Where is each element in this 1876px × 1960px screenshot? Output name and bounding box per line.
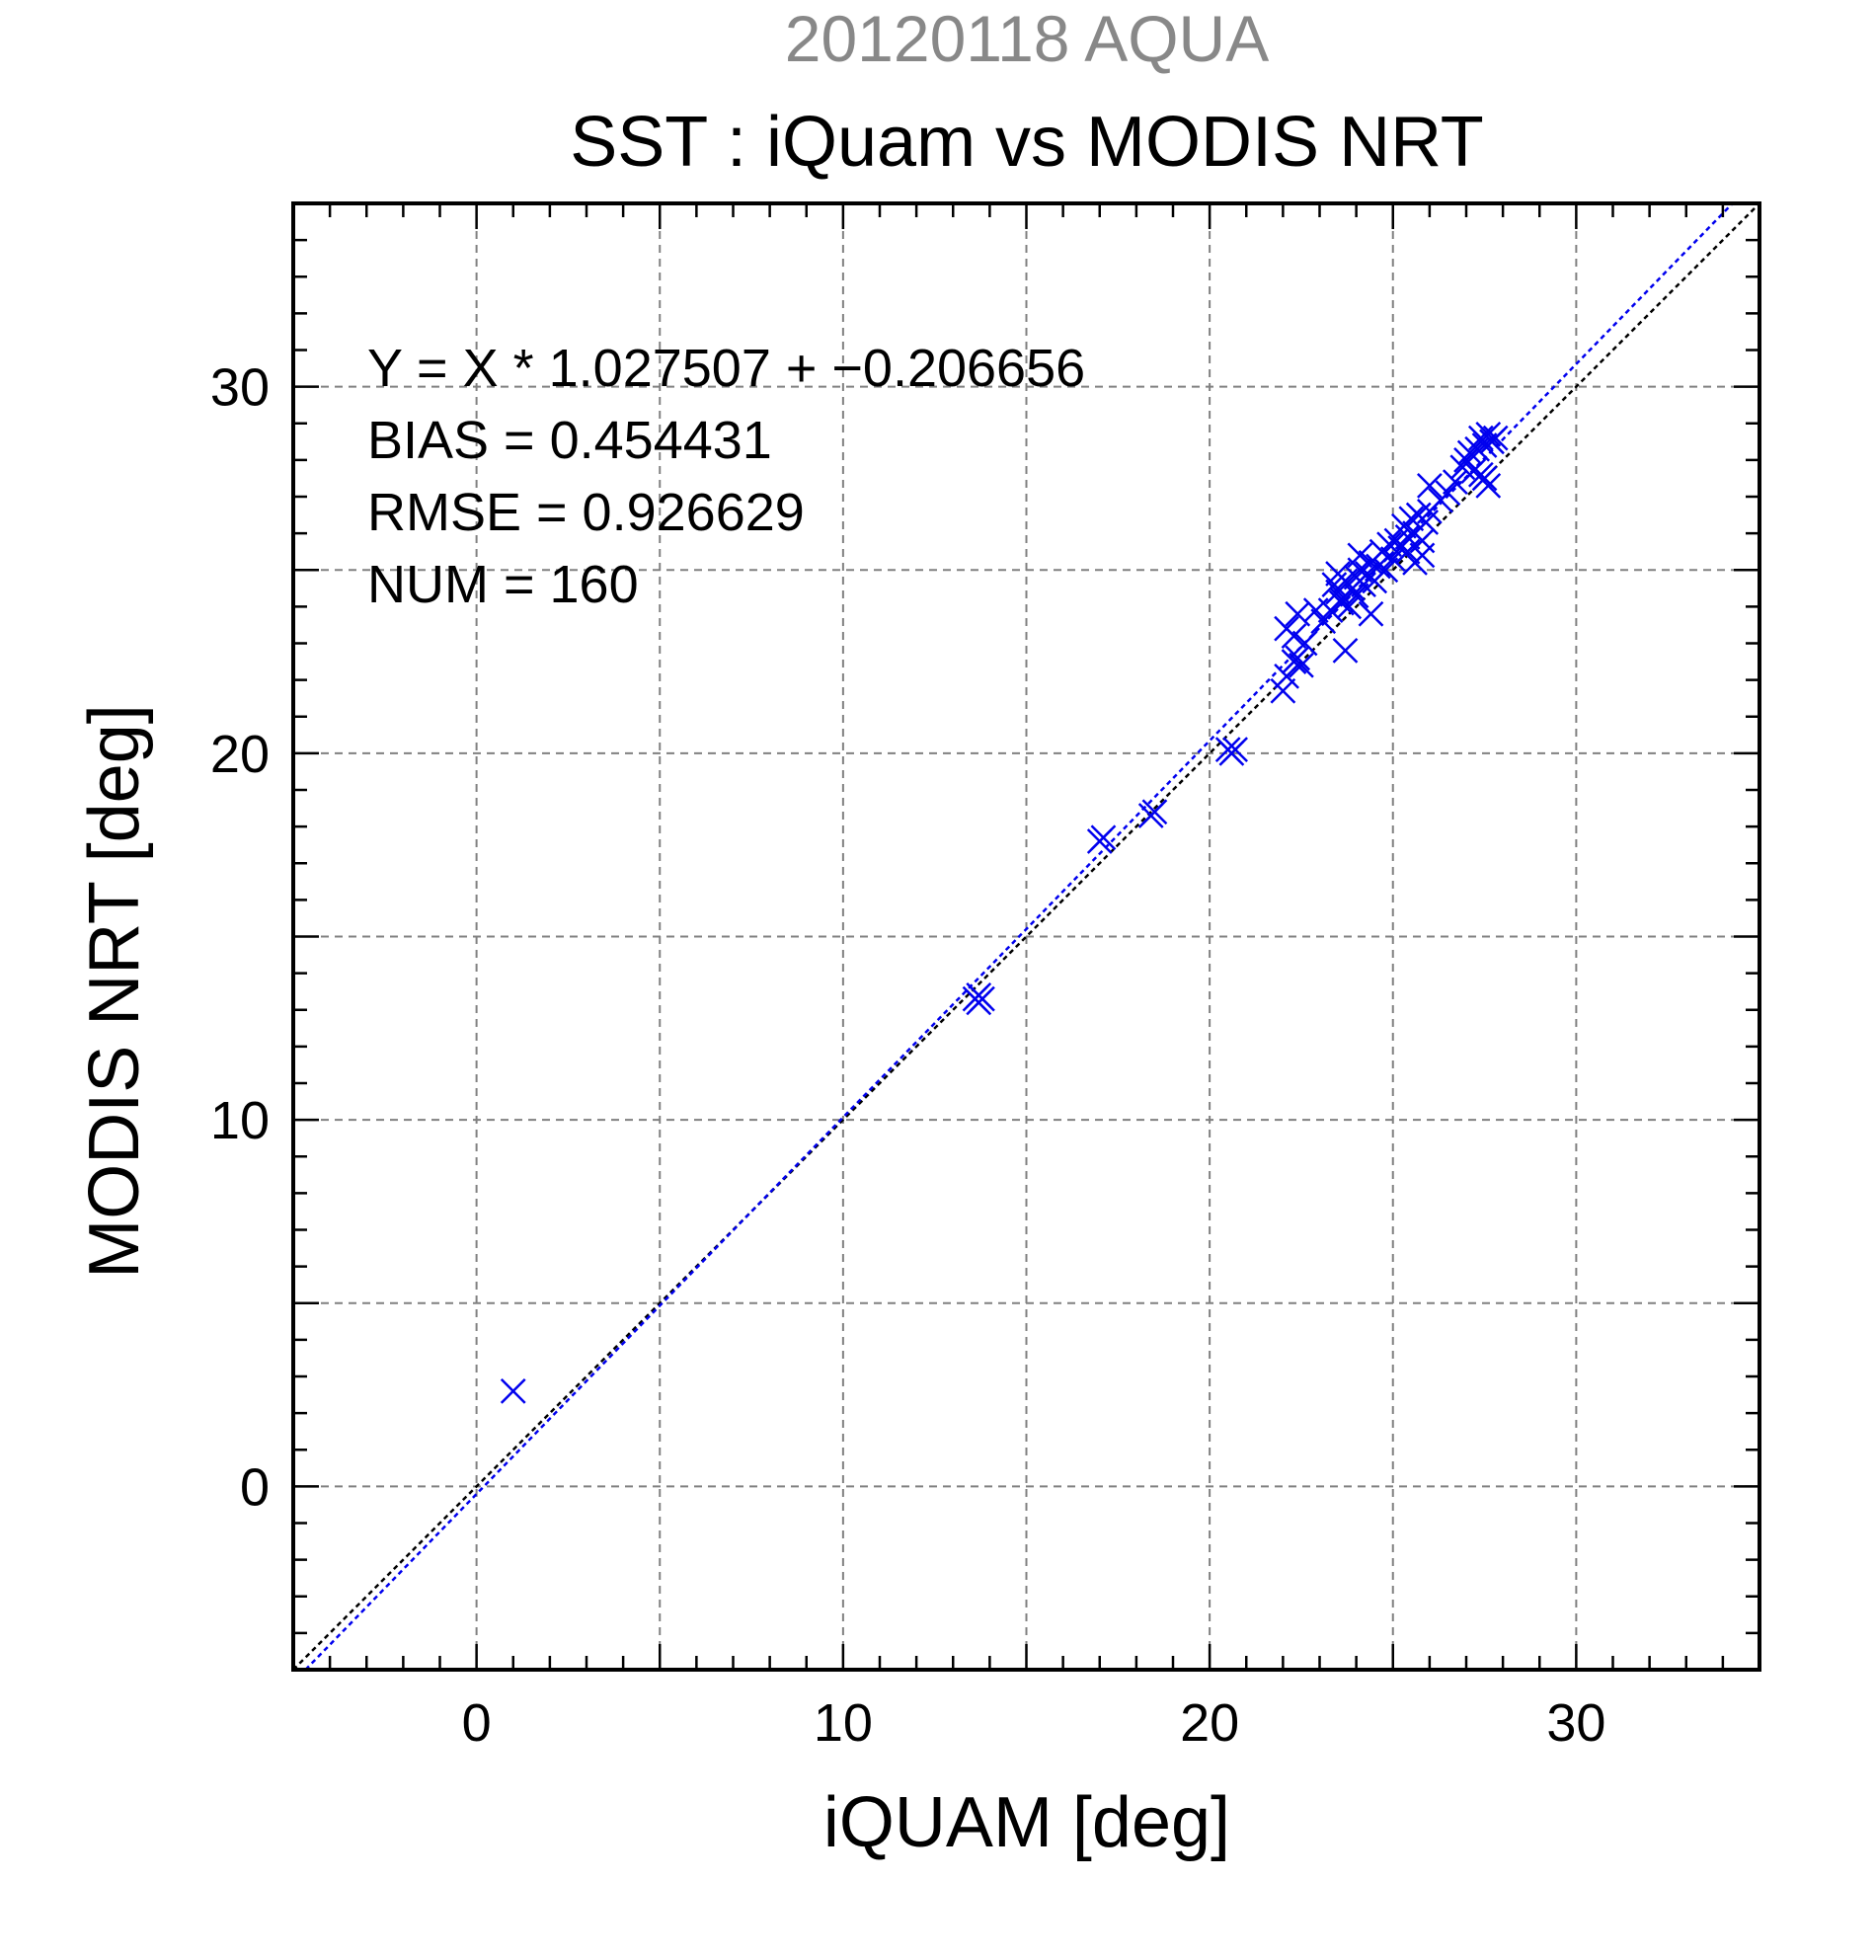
x-tick-label: 20 (1180, 1693, 1239, 1753)
data-point (1090, 824, 1117, 851)
x-tick-label: 10 (814, 1693, 873, 1753)
identity-line (292, 202, 1760, 1671)
data-point-stroke (1285, 645, 1311, 671)
data-point-stroke (1366, 553, 1391, 580)
y-tick-label: 20 (210, 725, 270, 784)
data-point (1343, 583, 1369, 609)
data-point (1285, 645, 1311, 671)
data-point-stroke (1467, 461, 1494, 488)
data-point (1435, 480, 1461, 507)
data-point (1222, 737, 1248, 763)
data-point (1398, 506, 1425, 532)
data-point-stroke (1449, 454, 1476, 481)
data-point-stroke (1274, 664, 1299, 689)
y-tick-label: 30 (210, 358, 270, 418)
num-text: NUM = 160 (367, 555, 639, 614)
y-tick-label: 10 (210, 1091, 270, 1150)
data-point-stroke (1376, 531, 1402, 558)
data-point (1409, 542, 1436, 569)
bias-text: BIAS = 0.454431 (367, 411, 772, 470)
data-point-stroke (1460, 458, 1487, 484)
data-point-stroke (1379, 546, 1406, 572)
data-point-stroke (1435, 480, 1461, 507)
data-point-stroke (1090, 824, 1117, 851)
annotations: Y = X * 1.027507 + −0.206656 BIAS = 0.454… (367, 339, 1085, 614)
data-point-stroke (966, 989, 992, 1016)
data-point (1347, 542, 1373, 569)
data-point-stroke (1475, 422, 1502, 447)
data-point (1366, 553, 1391, 580)
rmse-text: RMSE = 0.926629 (367, 483, 805, 542)
data-point-stroke (1289, 652, 1314, 678)
grid (293, 203, 1759, 1670)
data-point (1467, 461, 1494, 488)
data-point (500, 1377, 526, 1404)
data-point (1328, 589, 1355, 616)
data-point-stroke (1482, 425, 1509, 451)
data-point-stroke (1336, 593, 1363, 620)
data-point-stroke (1285, 600, 1311, 627)
data-point-stroke (1328, 589, 1355, 616)
data-point-stroke (1343, 583, 1369, 609)
data-point (1394, 538, 1421, 565)
data-point-stroke (1222, 737, 1248, 763)
data-point-stroke (1394, 538, 1421, 565)
data-point (1475, 472, 1502, 499)
x-tick-label: 30 (1546, 1693, 1605, 1753)
data-point (1274, 664, 1299, 689)
data-point-stroke (1291, 630, 1318, 657)
reference-lines (292, 202, 1760, 1671)
data-point (966, 989, 992, 1016)
axis-ticks: 0 10 20 30 0 10 20 30 (210, 201, 1761, 1753)
data-point-stroke (1347, 542, 1373, 569)
data-point-stroke (1416, 472, 1443, 499)
data-point (1482, 425, 1509, 451)
chart-supertitle: 20120118 AQUA (785, 2, 1270, 75)
data-point (1416, 472, 1443, 499)
y-tick-label: 0 (240, 1457, 270, 1517)
data-point (1285, 600, 1311, 627)
data-point-stroke (1475, 472, 1502, 499)
data-point (1332, 638, 1359, 664)
data-point (1141, 799, 1168, 825)
data-point-stroke (1281, 623, 1307, 649)
data-point (1291, 630, 1318, 657)
data-point (1270, 677, 1296, 704)
data-point (1409, 527, 1436, 554)
data-point (1358, 600, 1384, 627)
fit-equation-text: Y = X * 1.027507 + −0.206656 (367, 339, 1085, 398)
data-point-stroke (1270, 677, 1296, 704)
data-points (500, 422, 1509, 1404)
data-point (1281, 623, 1307, 649)
y-axis-label: MODIS NRT [deg] (75, 704, 154, 1279)
data-point-stroke (1442, 469, 1468, 496)
data-point-stroke (1358, 600, 1384, 627)
data-point-stroke (1141, 799, 1168, 825)
data-point-stroke (1409, 542, 1436, 569)
data-point (1289, 652, 1314, 678)
data-point-stroke (1372, 557, 1399, 584)
data-point (1442, 469, 1468, 496)
x-tick-label: 0 (462, 1693, 492, 1753)
chart-title: SST : iQuam vs MODIS NRT (570, 103, 1484, 182)
plot-frame (291, 201, 1761, 1672)
data-point-stroke (500, 1377, 526, 1404)
x-axis-label: iQUAM [deg] (823, 1783, 1230, 1862)
fit-line (304, 202, 1734, 1671)
data-point-stroke (1398, 506, 1425, 532)
data-point-stroke (1332, 638, 1359, 664)
data-point (1475, 422, 1502, 447)
data-point (1372, 557, 1399, 584)
